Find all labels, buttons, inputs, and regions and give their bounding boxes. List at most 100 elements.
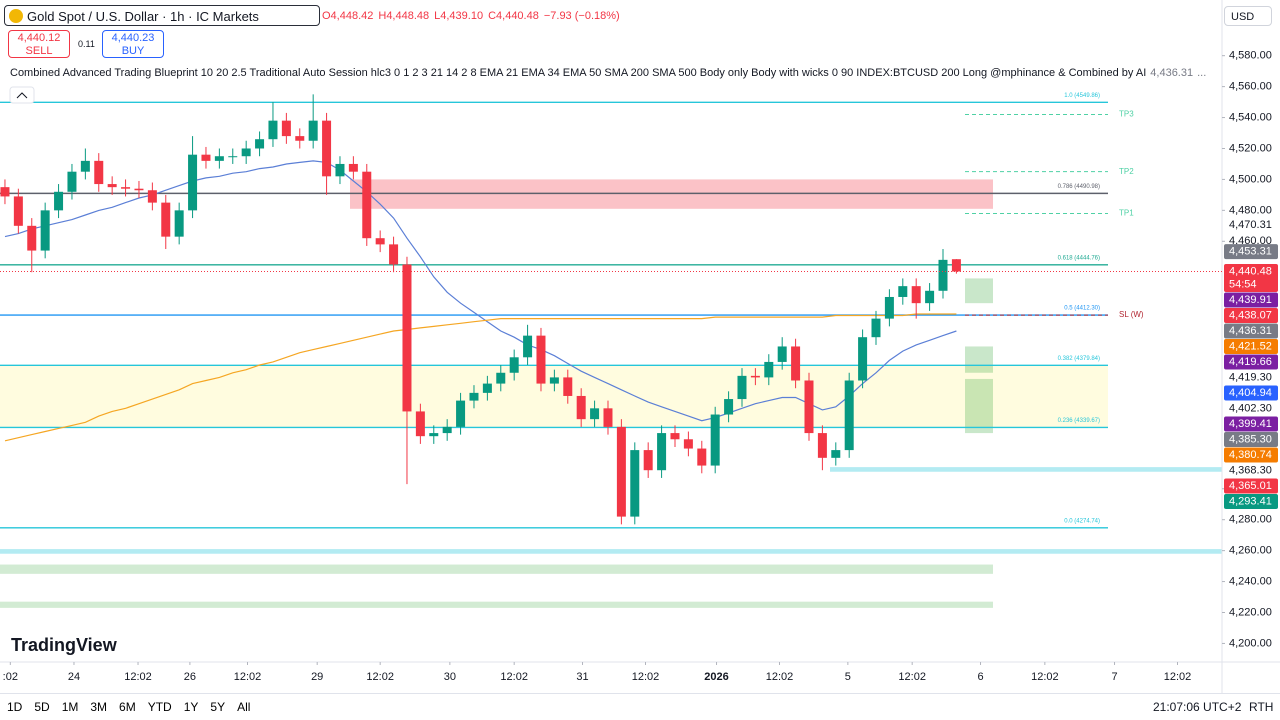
candle-body [402, 264, 412, 412]
candle-body [844, 380, 854, 451]
candle-body [161, 202, 171, 237]
candle-body [174, 210, 184, 237]
candle-body [630, 450, 640, 517]
x-tick-label: 12:02 [766, 671, 794, 683]
ohlc: O4,448.42 H4,448.48 L4,439.10 C4,440.48 −7.9… [322, 10, 625, 22]
x-tick-label: 12:02 [366, 671, 394, 683]
moving-average [4, 160, 957, 422]
x-tick-label: 29 [311, 671, 323, 683]
zone [965, 378, 993, 434]
candle-body [791, 346, 801, 381]
candle-body [496, 372, 506, 384]
candle-body [911, 286, 921, 304]
fib-label: 0.382 (4379.84) [1058, 356, 1100, 362]
x-tick-label: 12:02 [1164, 671, 1192, 683]
indicator-name[interactable]: Combined Advanced Trading Blueprint 10 2… [10, 67, 1147, 79]
y-tick-label: 4,580.00 [1229, 50, 1272, 62]
collapse-button[interactable] [9, 86, 35, 104]
candle-body [201, 154, 211, 161]
y-tick-label: 4,560.00 [1229, 81, 1272, 93]
target-label: TP2 [1119, 167, 1134, 176]
candle-body [482, 383, 492, 393]
bottom-toolbar: 1D 5D 1M 3M 6M YTD 1Y 5Y All 21:07:06 UTC+2 RTH [0, 693, 1280, 720]
price-tag [1224, 292, 1278, 308]
fib-label: 1.0 (4549.86) [1064, 93, 1100, 99]
y-tick-label: 4,500.00 [1229, 173, 1272, 185]
currency-select[interactable]: USD [1224, 6, 1272, 26]
candle-body [40, 210, 50, 251]
candle-body [228, 156, 238, 158]
candle-body [54, 191, 64, 211]
candle-body [536, 335, 546, 384]
candle-body [951, 259, 961, 272]
clock: 21:07:06 UTC+2 [1153, 700, 1242, 714]
zone [350, 179, 993, 209]
candle-body [335, 163, 345, 177]
candle-body [0, 187, 10, 197]
sell-button[interactable]: 4,440.12 SELL [8, 30, 70, 58]
candle-body [375, 238, 385, 245]
candle-body [777, 346, 787, 362]
price-tag [1224, 431, 1278, 447]
x-tick-label: 6 [977, 671, 983, 683]
fib-label: 0.236 (4339.67) [1058, 418, 1100, 424]
sell-price: 4,440.12 [17, 32, 61, 44]
candle-body [348, 163, 358, 172]
price-tag-label: 4,421.52 [1229, 340, 1272, 352]
price-tag-label: 4,385.30 [1229, 433, 1272, 445]
price-tag [1224, 354, 1278, 370]
x-tick-label: 7 [1111, 671, 1117, 683]
candle-body [858, 337, 868, 381]
zone [0, 564, 993, 574]
candle-body [188, 154, 198, 211]
buy-price: 4,440.23 [111, 32, 155, 44]
zone [965, 278, 993, 304]
y-tick-label: 4,220.00 [1229, 606, 1272, 618]
ohlc-high: H4,448.48 [378, 10, 430, 22]
x-tick-label: 26 [184, 671, 196, 683]
zone [0, 601, 993, 608]
candle-body [241, 148, 251, 157]
range-button[interactable]: 1D [2, 694, 27, 720]
y-tick-label: 4,240.00 [1229, 575, 1272, 587]
symbol-title[interactable]: Gold Spot / U.S. Dollar · 1h · IC Market… [4, 5, 320, 26]
candle-body [281, 120, 291, 137]
candle-body [308, 120, 318, 141]
range-button[interactable]: YTD [143, 694, 177, 720]
range-button[interactable]: 5Y [205, 694, 230, 720]
candle-body [616, 426, 626, 517]
indicator-more[interactable]: ... [1197, 67, 1207, 79]
range-button[interactable]: 5D [29, 694, 54, 720]
candle-body [442, 426, 452, 434]
range-button[interactable]: All [232, 694, 255, 720]
y-tick-label: 4,200.00 [1229, 637, 1272, 649]
candle-body [27, 225, 37, 251]
ohlc-close: C4,440.48 [488, 10, 539, 22]
candle-body [831, 450, 841, 458]
range-button[interactable]: 6M [114, 694, 141, 720]
range-button[interactable]: 3M [85, 694, 112, 720]
price-tag [1224, 323, 1278, 339]
candle-body [134, 188, 144, 191]
y-tick-label: 4,280.00 [1229, 514, 1272, 526]
price-tag [1224, 493, 1278, 509]
candle-body [817, 433, 827, 458]
x-tick-label: 12:02 [234, 671, 262, 683]
candle-body [724, 399, 734, 415]
session[interactable]: RTH [1249, 700, 1274, 714]
range-button[interactable]: 1Y [179, 694, 204, 720]
price-tag-label: 4,419.66 [1229, 356, 1272, 368]
logo: TradingView [11, 635, 117, 655]
price-tag [1224, 338, 1278, 354]
price-tag [1224, 263, 1278, 292]
price-tag [1224, 478, 1278, 494]
buy-button[interactable]: 4,440.23 BUY [102, 30, 164, 58]
candle-body [469, 392, 479, 401]
candle-body [214, 156, 224, 161]
range-button[interactable]: 1M [57, 694, 84, 720]
indicator-value: 4,436.31 [1150, 67, 1194, 79]
collapse-icon [16, 92, 28, 99]
candle-body [121, 187, 131, 189]
y-tick-label: 4,260.00 [1229, 545, 1272, 557]
